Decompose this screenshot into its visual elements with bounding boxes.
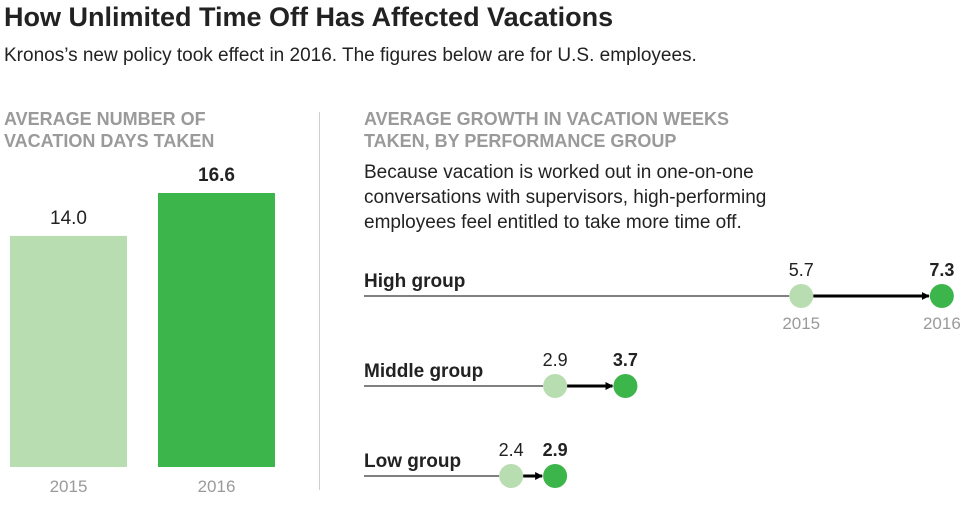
dot-chart-note: Because vacation is worked out in one-on… — [364, 160, 766, 235]
dot-2015 — [499, 464, 524, 488]
bar-chart-title-line-2: VACATION DAYS TAKEN — [4, 131, 215, 151]
chart-subtitle: Kronos’s new policy took effect in 2016.… — [4, 45, 697, 66]
dot-value-label-2016: 3.7 — [613, 350, 638, 370]
bar-chart-title-line-1: AVERAGE NUMBER OF — [4, 109, 206, 129]
note-line-2: conversations with supervisors, high-per… — [364, 187, 767, 208]
note-line-3: employees feel entitled to take more tim… — [364, 212, 742, 233]
group-label: High group — [364, 271, 465, 292]
bar-value-label: 16.6 — [198, 165, 235, 186]
bar-chart-title: AVERAGE NUMBER OF VACATION DAYS TAKEN — [4, 108, 214, 152]
dot-2015 — [789, 284, 814, 308]
year-label-2015: 2015 — [782, 314, 820, 333]
group-label: Low group — [364, 451, 461, 472]
dot-chart-title-line-2: TAKEN, BY PERFORMANCE GROUP — [364, 131, 677, 151]
year-label-2016: 2016 — [923, 314, 961, 333]
dot-2016 — [613, 374, 638, 398]
dot-chart-title-line-1: AVERAGE GROWTH IN VACATION WEEKS — [364, 109, 730, 129]
bar-value-label: 14.0 — [50, 208, 87, 229]
dot-arrow-chart: High group 5.7 7.3 2015 2016 Middle group 2.9 3… — [364, 260, 961, 488]
bar-category-label: 2016 — [198, 477, 236, 496]
panel-divider — [319, 112, 320, 490]
dot-2016 — [543, 464, 568, 488]
note-line-1: Because vacation is worked out in one-on… — [364, 162, 754, 183]
dot-chart-title: AVERAGE GROWTH IN VACATION WEEKS TAKEN, … — [364, 108, 729, 152]
dot-2016 — [929, 284, 954, 308]
bar-2016 — [158, 193, 275, 467]
bar-chart: 14.0 2015 16.6 2016 — [10, 165, 275, 496]
bar-category-label: 2015 — [50, 477, 88, 496]
dot-value-label-2016: 7.3 — [929, 260, 954, 280]
dot-value-label-2016: 2.9 — [543, 440, 568, 460]
dot-value-label-2015: 5.7 — [789, 260, 814, 280]
bar-2015 — [10, 235, 127, 467]
dot-2015 — [543, 374, 568, 398]
dot-value-label-2015: 2.4 — [499, 440, 524, 460]
group-label: Middle group — [364, 361, 483, 382]
chart-title: How Unlimited Time Off Has Affected Vaca… — [4, 2, 614, 32]
dot-value-label-2015: 2.9 — [543, 350, 568, 370]
